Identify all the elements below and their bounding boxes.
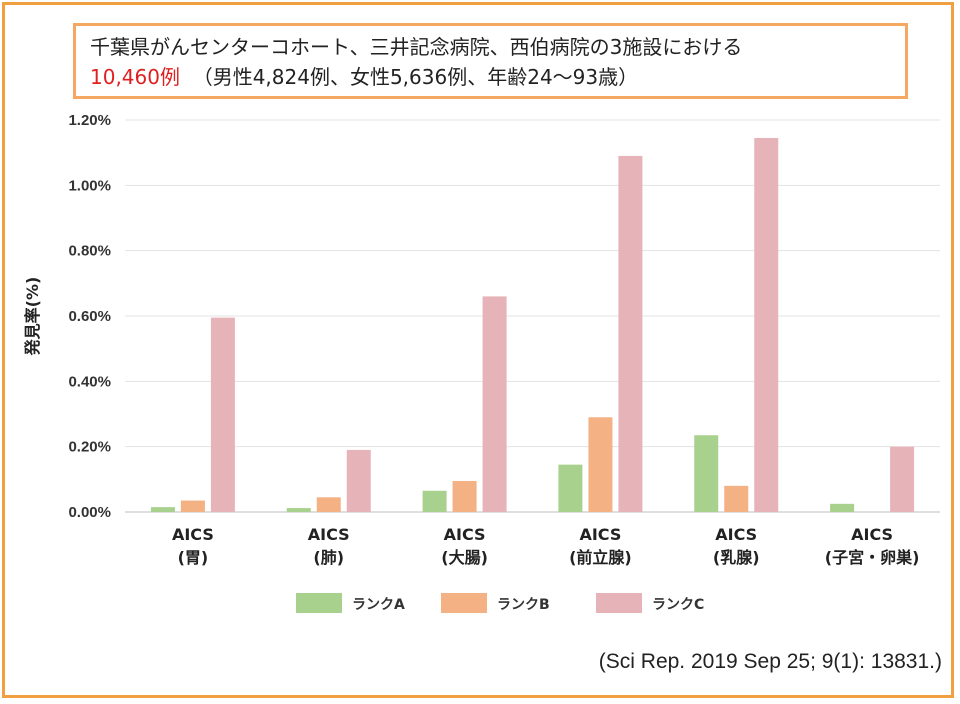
bar-ランクC-1	[346, 449, 371, 512]
bar-ランクB-1	[316, 497, 341, 512]
category-label-1-0: AICS	[308, 525, 350, 544]
bar-ランクA-4	[694, 435, 719, 512]
bar-ランクC-4	[754, 137, 779, 512]
bar-ランクC-5	[890, 446, 915, 512]
category-label-0-1: (胃)	[178, 548, 209, 567]
title-line-2: 10,460例 （男性4,824例、女性5,636例、年齢24〜93歳）	[90, 62, 891, 92]
bar-ランクB-2	[452, 480, 477, 512]
category-label-2-1: (大腸)	[441, 548, 488, 567]
title-box: 千葉県がんセンターコホート、三井記念病院、西伯病院の3施設における 10,460…	[73, 23, 908, 99]
category-label-0-0: AICS	[172, 525, 214, 544]
bar-ランクC-2	[482, 296, 507, 512]
bar-ランクC-3	[618, 155, 643, 512]
y-tick-label-4: 0.80%	[68, 243, 111, 260]
y-tick-label-1: 0.20%	[68, 439, 111, 456]
y-tick-label-5: 1.00%	[68, 177, 111, 194]
demographics-text: （男性4,824例、女性5,636例、年齢24〜93歳）	[192, 65, 639, 89]
legend-swatch-1	[441, 593, 487, 613]
category-label-1-1: (肺)	[313, 548, 344, 567]
bar-ランクA-2	[422, 490, 447, 512]
y-tick-label-3: 0.60%	[68, 308, 111, 325]
bar-ランクC-0	[210, 317, 235, 512]
category-label-4-0: AICS	[715, 525, 757, 544]
category-label-5-1: (子宮・卵巣)	[825, 548, 920, 567]
bar-ランクB-4	[724, 485, 749, 512]
bar-ランクB-0	[180, 500, 205, 512]
legend-label-1: ランクB	[497, 597, 550, 613]
citation: (Sci Rep. 2019 Sep 25; 9(1): 13831.)	[598, 650, 942, 673]
y-axis-label: 発見率(%)	[23, 277, 42, 357]
title-line-1: 千葉県がんセンターコホート、三井記念病院、西伯病院の3施設における	[90, 35, 743, 59]
legend-swatch-2	[596, 593, 642, 613]
y-tick-label-2: 0.40%	[68, 373, 111, 390]
category-label-4-1: (乳腺)	[713, 548, 760, 567]
legend-label-2: ランクC	[652, 597, 704, 613]
legend-swatch-0	[296, 593, 342, 613]
category-label-3-1: (前立腺)	[569, 548, 632, 567]
case-count-highlight: 10,460例	[90, 65, 180, 89]
category-label-3-0: AICS	[579, 525, 621, 544]
bar-ランクA-1	[286, 508, 311, 512]
bar-ランクA-5	[830, 503, 855, 512]
bar-ランクB-3	[588, 417, 613, 512]
legend-label-0: ランクA	[352, 597, 405, 613]
category-label-2-0: AICS	[444, 525, 486, 544]
y-tick-label-6: 1.20%	[68, 112, 111, 129]
bar-ランクA-0	[150, 507, 175, 512]
category-label-5-0: AICS	[851, 525, 893, 544]
bar-ランクA-3	[558, 464, 583, 512]
y-tick-label-0: 0.00%	[68, 504, 111, 521]
